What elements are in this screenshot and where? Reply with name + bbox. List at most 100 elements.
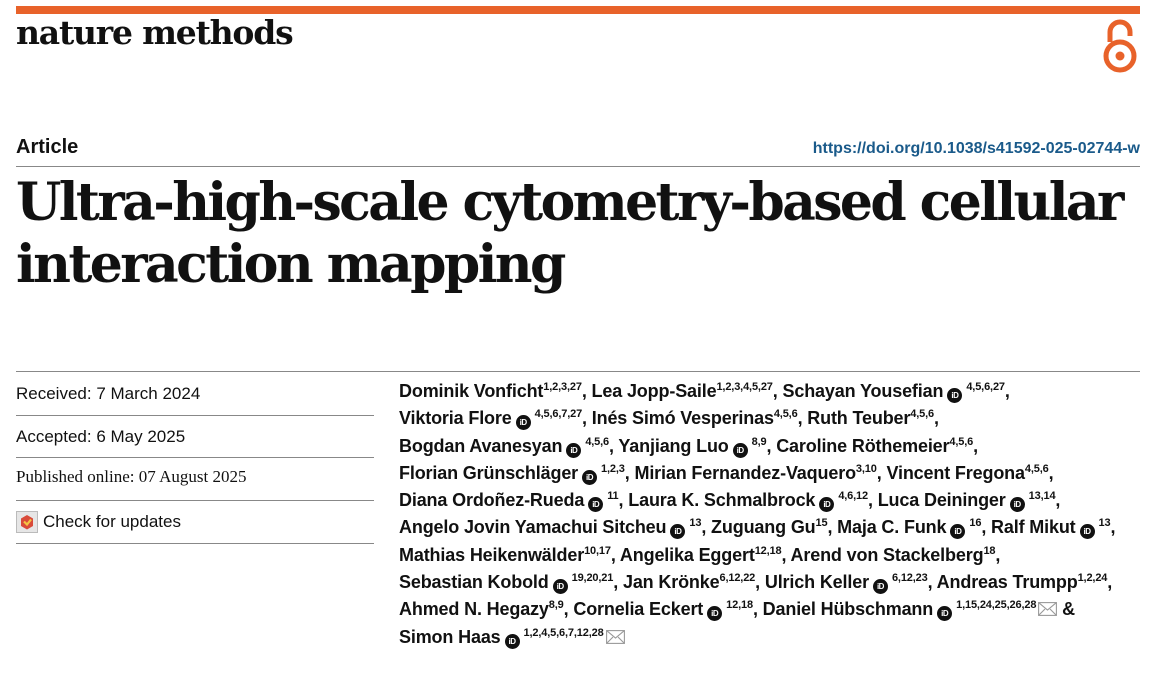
orcid-icon[interactable]: iD bbox=[950, 524, 966, 540]
author-name[interactable]: Jan Krönke bbox=[622, 572, 720, 593]
orcid-icon[interactable]: iD bbox=[947, 388, 963, 403]
affiliation-numbers[interactable]: 6,12,23 bbox=[891, 572, 928, 585]
author-entry[interactable]: Mathias Heikenwälder10,17 bbox=[399, 545, 611, 565]
affiliation-numbers[interactable]: 4,5,6 bbox=[773, 408, 798, 421]
orcid-icon[interactable]: iD bbox=[819, 497, 835, 513]
author-entry[interactable]: Daniel Hübschmann iD1,15,24,25,26,28 bbox=[762, 599, 1058, 622]
author-entry[interactable]: Angelika Eggert12,18 bbox=[620, 545, 782, 565]
orcid-icon[interactable]: iD bbox=[1079, 524, 1095, 540]
affiliation-numbers[interactable]: 15 bbox=[815, 517, 828, 530]
author-entry[interactable]: Schayan Yousefian iD4,5,6,27 bbox=[782, 381, 1005, 403]
affiliation-numbers[interactable]: 13 bbox=[689, 517, 702, 530]
orcid-icon[interactable]: iD bbox=[707, 606, 723, 622]
affiliation-numbers[interactable]: 4,5,6 bbox=[1024, 462, 1049, 475]
check-for-updates-button[interactable]: Check for updates bbox=[16, 511, 374, 533]
author-entry[interactable]: Simon Haas iD1,2,4,5,6,7,12,28 bbox=[399, 626, 625, 649]
affiliation-numbers[interactable]: 4,5,6 bbox=[585, 435, 610, 448]
author-entry[interactable]: Ralf Mikut iD13 bbox=[991, 517, 1111, 540]
affiliation-numbers[interactable]: 12,18 bbox=[754, 544, 782, 557]
author-name[interactable]: Angelo Jovin Yamachui Sitcheu bbox=[399, 517, 667, 538]
orcid-icon[interactable]: iD bbox=[670, 524, 686, 540]
author-name[interactable]: Andreas Trumpp bbox=[936, 572, 1078, 593]
author-entry[interactable]: Ruth Teuber4,5,6 bbox=[807, 408, 934, 428]
affiliation-numbers[interactable]: 18 bbox=[983, 544, 996, 557]
author-entry[interactable]: Yanjiang Luo iD8,9 bbox=[618, 435, 767, 458]
author-entry[interactable]: Mirian Fernandez-Vaquero3,10 bbox=[634, 463, 876, 483]
email-icon[interactable] bbox=[1038, 602, 1058, 617]
affiliation-numbers[interactable]: 4,5,6,7,27 bbox=[534, 408, 583, 421]
doi-link[interactable]: https://doi.org/10.1038/s41592-025-02744… bbox=[812, 140, 1140, 157]
author-name[interactable]: Florian Grünschläger bbox=[399, 462, 579, 483]
author-entry[interactable]: Laura K. Schmalbrock iD4,6,12 bbox=[628, 490, 868, 513]
affiliation-numbers[interactable]: 4,6,12 bbox=[838, 490, 868, 503]
author-name[interactable]: Zuguang Gu bbox=[711, 517, 816, 538]
author-name[interactable]: Angelika Eggert bbox=[619, 544, 755, 565]
author-entry[interactable]: Florian Grünschläger iD1,2,3 bbox=[399, 462, 625, 485]
author-entry[interactable]: Angelo Jovin Yamachui Sitcheu iD13 bbox=[399, 517, 702, 540]
affiliation-numbers[interactable]: 1,2,3 bbox=[601, 462, 625, 475]
author-entry[interactable]: Luca Deininger iD13,14 bbox=[877, 490, 1056, 513]
author-entry[interactable]: Diana Ordoñez-Rueda iD11 bbox=[399, 490, 619, 513]
orcid-icon[interactable]: iD bbox=[515, 415, 531, 431]
author-name[interactable]: Bogdan Avanesyan bbox=[399, 435, 563, 456]
author-name[interactable]: Maja C. Funk bbox=[837, 517, 947, 538]
affiliation-numbers[interactable]: 13 bbox=[1098, 517, 1111, 530]
author-name[interactable]: Vincent Fregona bbox=[886, 462, 1025, 483]
orcid-icon[interactable]: iD bbox=[582, 469, 598, 485]
affiliation-numbers[interactable]: 4,5,6,27 bbox=[966, 381, 1005, 393]
author-entry[interactable]: Vincent Fregona4,5,6 bbox=[886, 463, 1048, 483]
author-entry[interactable]: Ulrich Keller iD6,12,23 bbox=[764, 572, 928, 595]
affiliation-numbers[interactable]: 4,5,6 bbox=[910, 408, 934, 421]
author-name[interactable]: Daniel Hübschmann bbox=[762, 599, 934, 620]
affiliation-numbers[interactable]: 13,14 bbox=[1028, 490, 1056, 503]
author-entry[interactable]: Sebastian Kobold iD19,20,21 bbox=[399, 572, 614, 595]
author-name[interactable]: Luca Deininger bbox=[877, 490, 1006, 511]
orcid-icon[interactable]: iD bbox=[552, 579, 568, 595]
affiliation-numbers[interactable]: 11 bbox=[607, 490, 619, 503]
affiliation-numbers[interactable]: 1,2,4,5,6,7,12,28 bbox=[523, 626, 604, 639]
affiliation-numbers[interactable]: 4,5,6 bbox=[949, 435, 974, 448]
affiliation-numbers[interactable]: 12,18 bbox=[726, 599, 753, 612]
author-entry[interactable]: Jan Krönke6,12,22 bbox=[623, 572, 755, 592]
affiliation-numbers[interactable]: 3,10 bbox=[855, 462, 877, 475]
affiliation-numbers[interactable]: 10,17 bbox=[584, 544, 611, 557]
author-name[interactable]: Sebastian Kobold bbox=[399, 572, 549, 593]
author-name[interactable]: Dominik Vonficht bbox=[399, 381, 544, 401]
author-name[interactable]: Schayan Yousefian bbox=[782, 381, 944, 401]
author-name[interactable]: Ahmed N. Hegazy bbox=[399, 599, 549, 620]
author-entry[interactable]: Maja C. Funk iD16 bbox=[837, 517, 982, 540]
affiliation-numbers[interactable]: 1,2,3,27 bbox=[543, 381, 582, 393]
author-name[interactable]: Inés Simó Vesperinas bbox=[591, 408, 774, 429]
author-name[interactable]: Arend von Stackelberg bbox=[790, 544, 984, 565]
author-entry[interactable]: Zuguang Gu15 bbox=[711, 517, 828, 538]
orcid-icon[interactable]: iD bbox=[566, 442, 582, 458]
author-entry[interactable]: Arend von Stackelberg18 bbox=[791, 545, 996, 565]
orcid-icon[interactable]: iD bbox=[588, 497, 604, 513]
author-entry[interactable]: Caroline Röthemeier4,5,6 bbox=[776, 436, 973, 456]
author-name[interactable]: Ruth Teuber bbox=[807, 408, 911, 429]
affiliation-numbers[interactable]: 6,12,22 bbox=[719, 572, 756, 585]
affiliation-numbers[interactable]: 1,2,24 bbox=[1077, 572, 1108, 585]
affiliation-numbers[interactable]: 1,2,3,4,5,27 bbox=[716, 381, 773, 393]
affiliation-numbers[interactable]: 19,20,21 bbox=[571, 572, 614, 585]
orcid-icon[interactable]: iD bbox=[937, 606, 953, 622]
author-entry[interactable]: Bogdan Avanesyan iD4,5,6 bbox=[399, 435, 610, 458]
author-name[interactable]: Ulrich Keller bbox=[764, 572, 869, 593]
affiliation-numbers[interactable]: 8,9 bbox=[548, 599, 564, 612]
author-name[interactable]: Yanjiang Luo bbox=[618, 435, 729, 456]
author-entry[interactable]: Ahmed N. Hegazy8,9 bbox=[399, 599, 564, 619]
author-name[interactable]: Ralf Mikut bbox=[991, 517, 1076, 538]
author-name[interactable]: Mathias Heikenwälder bbox=[399, 544, 585, 565]
author-name[interactable]: Simon Haas bbox=[399, 626, 501, 647]
orcid-icon[interactable]: iD bbox=[504, 633, 520, 649]
author-name[interactable]: Laura K. Schmalbrock bbox=[628, 490, 816, 511]
email-icon[interactable] bbox=[605, 629, 625, 644]
orcid-icon[interactable]: iD bbox=[872, 579, 888, 595]
affiliation-numbers[interactable]: 16 bbox=[969, 517, 982, 530]
author-entry[interactable]: Andreas Trumpp1,2,24 bbox=[937, 572, 1108, 592]
author-entry[interactable]: Inés Simó Vesperinas4,5,6 bbox=[592, 408, 798, 428]
author-entry[interactable]: Dominik Vonficht1,2,3,27 bbox=[399, 381, 582, 401]
author-name[interactable]: Mirian Fernandez-Vaquero bbox=[634, 462, 856, 483]
orcid-icon[interactable]: iD bbox=[732, 442, 748, 458]
journal-name[interactable]: nature methods bbox=[16, 13, 294, 52]
